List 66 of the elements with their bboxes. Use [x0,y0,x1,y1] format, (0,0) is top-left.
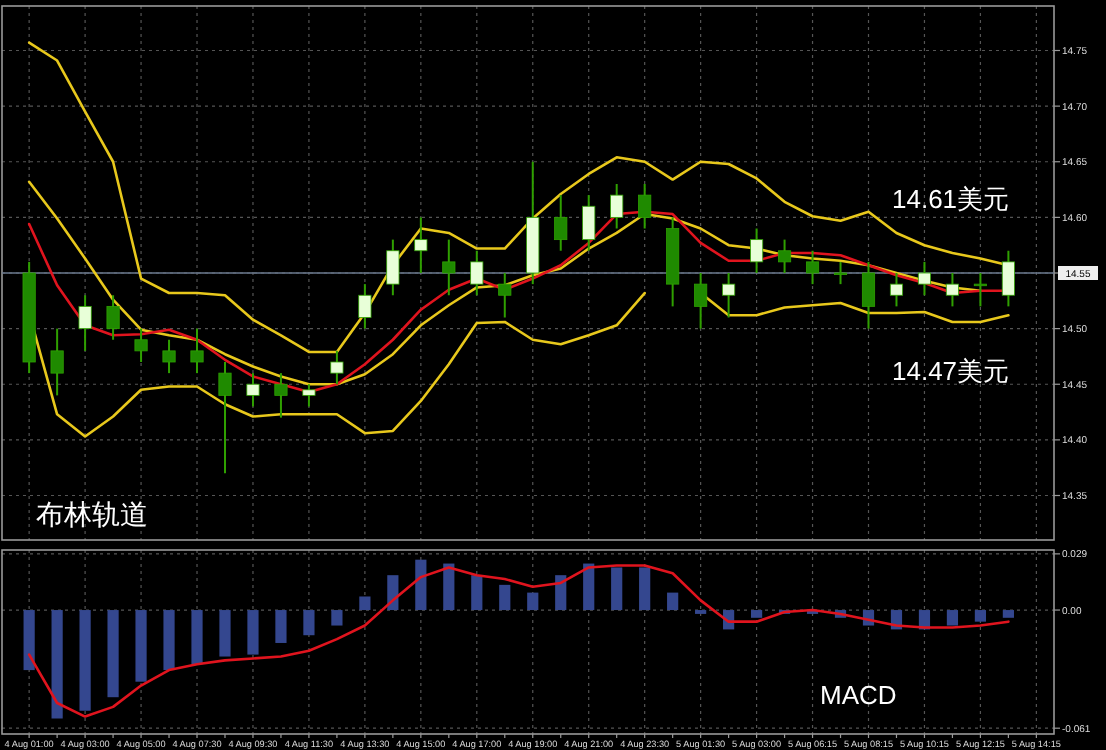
candlestick [750,227,764,274]
candlestick [498,272,512,319]
bar [639,567,651,611]
candlestick [861,260,876,330]
candlestick [190,327,204,375]
candlestick [1001,249,1015,308]
annotation: 14.47美元 [892,356,1010,386]
bar [23,610,35,671]
annotation: 14.61美元 [892,184,1010,214]
bar [555,575,567,611]
bar [247,610,259,655]
candlestick [330,349,344,386]
candlestick [358,283,372,330]
candlestick [78,294,92,352]
candlestick [162,338,176,375]
candlestick [106,294,120,341]
bar [667,592,679,611]
bar [303,610,315,636]
candlestick [414,216,428,274]
bar [219,610,231,657]
candlestick [805,249,820,286]
line-series [27,564,1010,718]
annotation: MACD [820,680,897,710]
candlestick [917,260,932,297]
bar [359,596,371,611]
bar [611,567,623,611]
bar [51,610,63,719]
candlestick [945,272,959,308]
bar [1002,610,1014,618]
bar [471,575,483,611]
bar [163,610,175,671]
candlestick [722,272,736,319]
bar [331,610,343,626]
annotation: 布林轨道 [36,498,148,530]
candlestick [134,327,148,363]
candlestick [973,272,987,308]
candlestick [50,327,64,397]
candlestick [554,194,568,252]
bar [79,610,91,711]
candlestick [218,361,232,475]
bar [499,584,511,611]
candlestick [833,260,848,286]
bar [527,592,539,611]
candlestick [386,238,400,297]
candlestick [610,183,624,230]
candlestick [638,183,652,230]
bar [974,610,987,622]
bar [275,610,287,643]
bar [191,610,203,665]
candlestick [274,372,288,419]
bar [415,559,427,611]
bar [583,563,595,611]
bar [750,610,763,618]
candlestick [302,383,316,408]
candlestick [442,238,456,297]
bar [443,563,455,611]
bar [946,610,959,626]
candlestick [694,272,708,330]
candlestick [778,238,792,274]
candlestick [582,194,596,252]
candlestick [889,272,904,308]
bar [107,610,119,698]
candlestick [470,249,484,297]
candlestick [246,372,260,408]
bar [135,610,147,682]
line-series [27,180,982,386]
